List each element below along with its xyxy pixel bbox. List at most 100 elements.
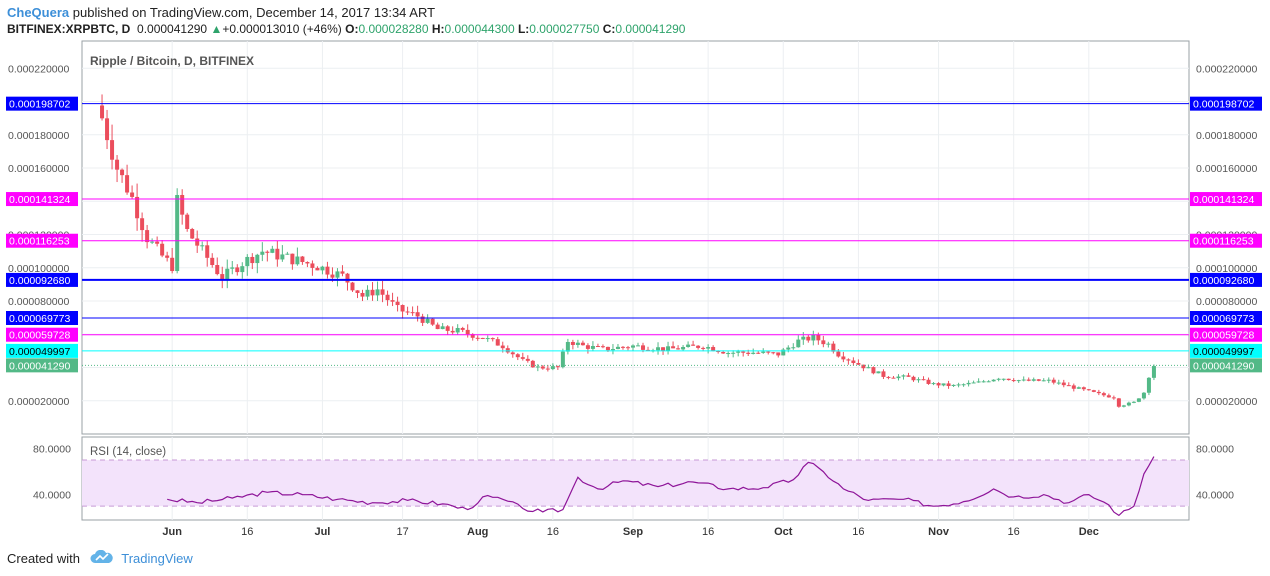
candle-body xyxy=(1071,385,1076,389)
candle-body xyxy=(901,375,906,377)
candle-body xyxy=(395,301,400,306)
candle-body xyxy=(951,384,956,387)
candle xyxy=(350,281,355,292)
candle-body xyxy=(585,345,590,349)
candle-body xyxy=(325,266,330,275)
candle-body xyxy=(210,257,215,266)
candle-body xyxy=(791,347,796,349)
candle xyxy=(155,236,160,247)
candle-body xyxy=(340,271,345,274)
candle xyxy=(886,376,891,380)
published-text: published on TradingView.com, December 1… xyxy=(72,5,436,20)
candle-body xyxy=(510,352,515,355)
candle xyxy=(636,342,641,347)
candle-body xyxy=(290,253,295,265)
candle-body xyxy=(190,229,195,239)
candle xyxy=(315,266,320,271)
candle-body xyxy=(666,346,671,351)
candle xyxy=(250,253,255,270)
candle xyxy=(996,377,1001,382)
candle-body xyxy=(1011,380,1016,382)
candle-body xyxy=(1126,402,1131,406)
candle xyxy=(125,164,130,195)
candle-body xyxy=(996,378,1001,380)
candle xyxy=(620,346,625,350)
candle-body xyxy=(390,300,395,302)
candle-body xyxy=(1041,380,1046,382)
candle xyxy=(585,343,590,354)
candle-body xyxy=(130,192,135,197)
candle xyxy=(145,224,150,249)
candle-body xyxy=(761,351,766,353)
y-tick-label-right: 0.000020000 xyxy=(1196,396,1257,408)
candle xyxy=(801,332,806,345)
candle-body xyxy=(821,340,826,345)
candle xyxy=(656,342,661,355)
level-label-bg xyxy=(1190,272,1262,287)
candle-body xyxy=(816,334,821,341)
y-tick-label-right: 0.000180000 xyxy=(1196,130,1257,142)
candle-body xyxy=(125,175,130,193)
candle-body xyxy=(781,349,786,356)
candle-body xyxy=(445,326,450,331)
level-label-text: 0.000198702 xyxy=(1193,99,1254,111)
candle xyxy=(1126,401,1131,407)
rsi-band xyxy=(82,460,1189,507)
last-price-bg xyxy=(6,358,78,373)
candle-body xyxy=(505,348,510,353)
candle xyxy=(976,378,981,383)
candle-body xyxy=(360,292,365,297)
candle xyxy=(415,305,420,322)
level-label-text: 0.000116253 xyxy=(1193,236,1254,248)
candle xyxy=(590,341,595,352)
candle xyxy=(295,247,300,266)
candle-body xyxy=(971,382,976,384)
candle xyxy=(275,240,280,267)
candle-body xyxy=(1136,398,1141,402)
candle xyxy=(846,358,851,365)
candle xyxy=(595,343,600,348)
candle xyxy=(445,325,450,335)
y-tick-label-left: 0.000220000 xyxy=(8,63,69,75)
candle xyxy=(831,341,836,354)
level-label-bg xyxy=(6,343,78,358)
level-label-text: 0.000059728 xyxy=(1193,330,1254,342)
x-tick-label: Nov xyxy=(928,526,950,538)
candle xyxy=(1091,389,1096,393)
candle xyxy=(771,351,776,355)
high-label: H: xyxy=(431,22,445,36)
candle-body xyxy=(866,367,871,369)
candle-body xyxy=(681,347,686,350)
candle-body xyxy=(716,351,721,353)
level-label-text: 0.000069773 xyxy=(9,313,70,325)
candle xyxy=(1001,378,1006,382)
tradingview-link[interactable]: TradingView xyxy=(121,551,193,566)
candle-body xyxy=(936,383,941,386)
candle-body xyxy=(1021,379,1026,381)
candle xyxy=(811,330,816,346)
candle xyxy=(510,351,515,358)
candle xyxy=(1076,386,1081,389)
candle-body xyxy=(696,345,701,348)
candle-body xyxy=(335,271,340,278)
candle xyxy=(791,343,796,350)
author-link[interactable]: CheQuera xyxy=(7,5,70,20)
candle-body xyxy=(420,316,425,323)
candle-body xyxy=(200,245,205,247)
candle-body xyxy=(415,312,420,317)
rsi-tick-right: 80.0000 xyxy=(1196,444,1234,456)
candle-body xyxy=(570,341,575,345)
candle xyxy=(806,334,811,343)
candle-body xyxy=(751,352,756,354)
candle xyxy=(630,344,635,351)
candle-body xyxy=(906,375,911,377)
candle xyxy=(550,363,555,371)
candle xyxy=(200,241,205,251)
level-label-left: 0.000092680 xyxy=(6,272,78,287)
candle-body xyxy=(636,345,641,347)
candle xyxy=(671,341,676,349)
candle-body xyxy=(110,140,115,160)
candle xyxy=(676,345,681,350)
candle-body xyxy=(1116,398,1121,407)
